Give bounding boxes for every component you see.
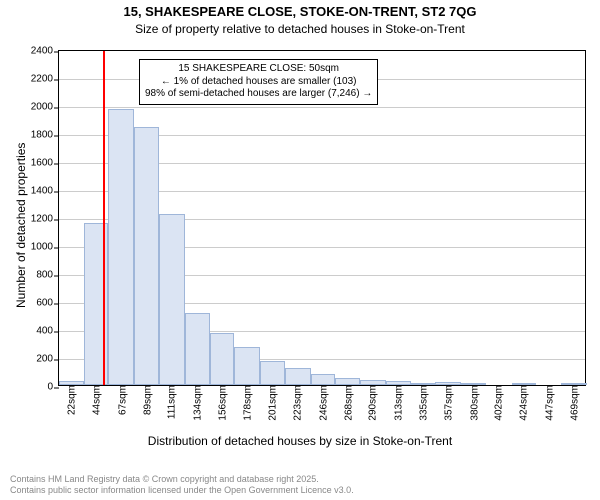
histogram-bar <box>335 378 360 385</box>
y-tick-label: 400 <box>36 326 59 337</box>
x-tick-label: 447sqm <box>542 385 555 421</box>
x-tick-label: 335sqm <box>416 385 429 421</box>
footer-line: Contains public sector information licen… <box>10 485 354 496</box>
histogram-bar <box>260 361 285 386</box>
x-tick-label: 134sqm <box>191 385 204 421</box>
x-tick-label: 44sqm <box>90 385 103 415</box>
footer-line: Contains HM Land Registry data © Crown c… <box>10 474 354 485</box>
histogram-bar <box>285 368 311 386</box>
x-tick-label: 111sqm <box>165 385 178 419</box>
x-tick-label: 290sqm <box>366 385 379 421</box>
y-tick-label: 1000 <box>31 242 59 253</box>
x-tick-label: 402sqm <box>492 385 505 421</box>
x-axis-label: Distribution of detached houses by size … <box>0 434 600 448</box>
annotation-box: 15 SHAKESPEARE CLOSE: 50sqm ← 1% of deta… <box>139 59 378 105</box>
y-tick-label: 1200 <box>31 214 59 225</box>
x-tick-label: 67sqm <box>115 385 128 415</box>
marker-line <box>103 51 105 385</box>
x-tick-label: 89sqm <box>140 385 153 415</box>
x-tick-label: 424sqm <box>516 385 529 421</box>
chart-title: 15, SHAKESPEARE CLOSE, STOKE-ON-TRENT, S… <box>0 4 600 19</box>
y-tick-label: 600 <box>36 298 59 309</box>
y-tick-label: 0 <box>47 382 59 393</box>
histogram-bar <box>234 347 260 386</box>
histogram-bar <box>134 127 159 385</box>
x-tick-label: 357sqm <box>441 385 454 421</box>
gridline <box>59 107 585 108</box>
histogram-bar <box>159 214 185 385</box>
plot-area: 0200400600800100012001400160018002000220… <box>58 50 586 386</box>
chart-subtitle: Size of property relative to detached ho… <box>0 22 600 36</box>
x-tick-label: 201sqm <box>266 385 279 421</box>
x-tick-label: 469sqm <box>567 385 580 421</box>
y-tick-label: 800 <box>36 270 59 281</box>
histogram-bar <box>108 109 134 385</box>
y-tick-label: 2200 <box>31 74 59 85</box>
x-tick-label: 313sqm <box>392 385 405 421</box>
histogram-bar <box>210 333 235 385</box>
x-tick-label: 223sqm <box>291 385 304 421</box>
histogram-bar <box>311 374 336 385</box>
annotation-line: 98% of semi-detached houses are larger (… <box>145 88 372 101</box>
x-tick-label: 156sqm <box>215 385 228 421</box>
y-tick-label: 2400 <box>31 46 59 57</box>
annotation-line: 15 SHAKESPEARE CLOSE: 50sqm <box>145 63 372 76</box>
histogram-bar <box>185 313 210 385</box>
x-tick-label: 178sqm <box>240 385 253 421</box>
y-tick-label: 2000 <box>31 102 59 113</box>
y-axis-label: Number of detached properties <box>14 143 28 308</box>
x-tick-label: 268sqm <box>341 385 354 421</box>
x-tick-label: 22sqm <box>65 385 78 415</box>
y-tick-label: 1600 <box>31 158 59 169</box>
y-tick-label: 1800 <box>31 130 59 141</box>
source-footer: Contains HM Land Registry data © Crown c… <box>10 474 354 497</box>
x-tick-label: 380sqm <box>467 385 480 421</box>
chart-container: 15, SHAKESPEARE CLOSE, STOKE-ON-TRENT, S… <box>0 0 600 500</box>
x-tick-label: 246sqm <box>317 385 330 421</box>
y-tick-label: 200 <box>36 354 59 365</box>
annotation-line: ← 1% of detached houses are smaller (103… <box>145 76 372 89</box>
y-tick-label: 1400 <box>31 186 59 197</box>
